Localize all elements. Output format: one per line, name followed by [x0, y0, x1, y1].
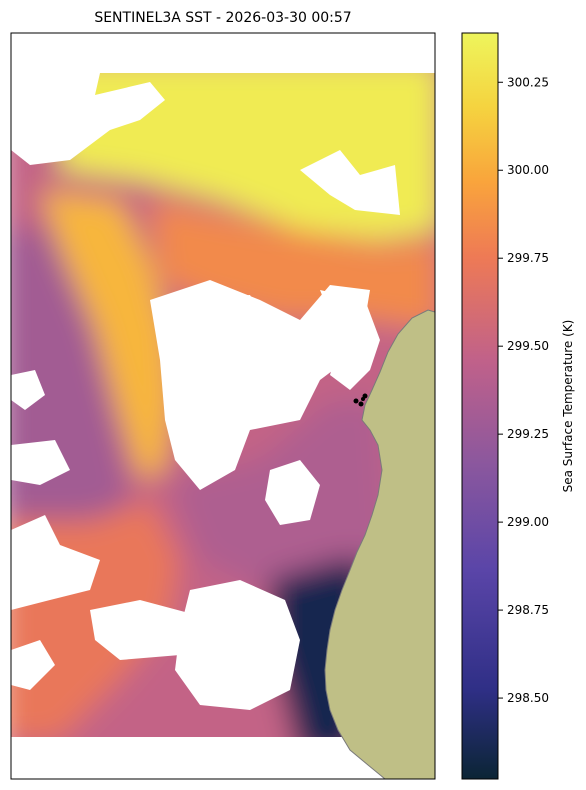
cloud-west-c [11, 515, 100, 610]
colorbar-tick-label: 299.25 [507, 427, 549, 441]
cloud-northeast-patch [300, 150, 400, 215]
cloud-southwest-strip [90, 600, 200, 660]
sst-map [11, 33, 435, 779]
colorbar-tick-label: 299.00 [507, 515, 549, 529]
cloud-mid-east [265, 460, 320, 525]
colorbar-bar [461, 32, 499, 780]
colorbar: 298.50 298.75 299.00 299.25 299.50 299.75 300.… [461, 32, 575, 780]
cloud-central-b [190, 295, 275, 360]
colorbar-tick-label: 300.00 [507, 163, 549, 177]
colorbar-tick-label: 299.75 [507, 251, 549, 265]
cloud-top-strip [11, 33, 435, 73]
map-frame [10, 32, 436, 780]
land-mass [324, 309, 435, 779]
sst-region [40, 190, 175, 480]
cloud-northwest [11, 73, 165, 165]
station-markers [353, 393, 368, 407]
colorbar-ticks: 298.50 298.75 299.00 299.25 299.50 299.75 300.… [498, 75, 549, 705]
chart-title: SENTINEL3A SST - 2026-03-30 00:57 [94, 10, 351, 26]
cloud-west-a [11, 370, 45, 410]
colorbar-tick-label: 299.50 [507, 339, 549, 353]
station-marker [358, 401, 364, 407]
cloud-east-coast [320, 290, 380, 390]
colorbar-tick-label: 298.50 [507, 691, 549, 705]
colorbar-tick-label: 298.75 [507, 603, 549, 617]
station-marker [361, 397, 365, 401]
cloud-southwest-edge [11, 640, 55, 690]
cloud-mask [11, 33, 435, 779]
cloud-south-large [175, 580, 300, 710]
cloud-west-b [11, 440, 70, 485]
colorbar-label: Sea Surface Temperature (K) [561, 320, 575, 493]
station-marker [353, 398, 359, 404]
colorbar-tick-label: 300.25 [507, 75, 549, 89]
